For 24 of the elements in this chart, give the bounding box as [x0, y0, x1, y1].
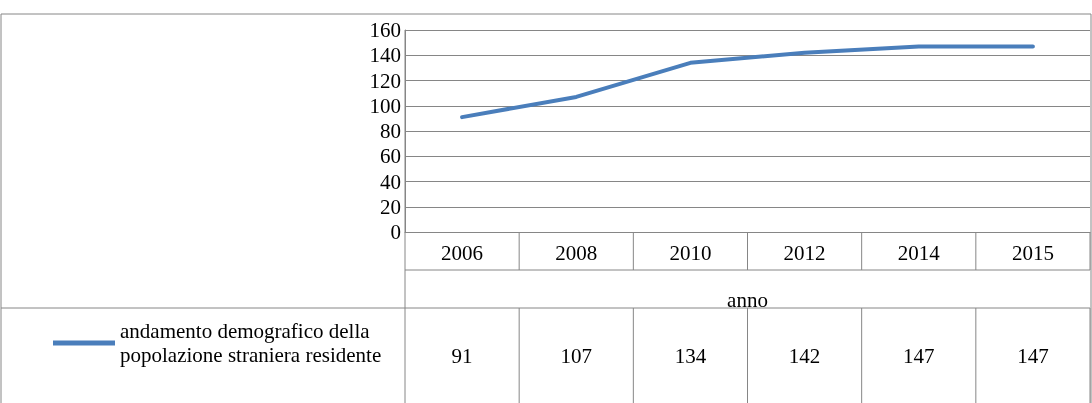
data-label: 147 — [903, 343, 935, 368]
legend-label: andamento demografico della popolazione straniera residente — [120, 319, 382, 367]
x-tick-label: 2010 — [669, 240, 712, 265]
y-tick-label: 20 — [380, 194, 401, 219]
y-tick-label: 120 — [369, 68, 401, 93]
x-tick-label: 2008 — [555, 240, 598, 265]
y-tick-label: 0 — [390, 220, 401, 244]
data-label: 107 — [560, 343, 592, 368]
y-tick-label: 160 — [369, 18, 401, 42]
x-tick-label: 2006 — [441, 240, 484, 265]
x-tick-label: 2012 — [783, 240, 826, 265]
y-tick-label: 60 — [380, 144, 401, 169]
x-tick-label: 2014 — [897, 240, 941, 265]
line-series — [460, 44, 1035, 120]
data-label: 91 — [451, 343, 473, 368]
data-label: 142 — [788, 343, 821, 368]
y-tick-label: 140 — [369, 43, 401, 68]
y-tick-label: 40 — [380, 169, 401, 194]
x-tick-label: 2015 — [1011, 240, 1054, 265]
x-axis-title: anno — [727, 287, 768, 312]
data-label: 134 — [674, 343, 707, 368]
y-tick-label: 80 — [380, 119, 401, 143]
y-tick-label: 100 — [369, 93, 401, 118]
data-label: 147 — [1017, 343, 1049, 368]
